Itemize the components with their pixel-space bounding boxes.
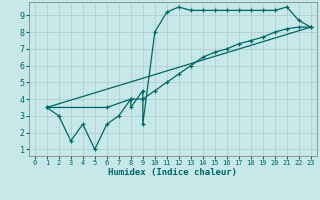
X-axis label: Humidex (Indice chaleur): Humidex (Indice chaleur) bbox=[108, 168, 237, 177]
